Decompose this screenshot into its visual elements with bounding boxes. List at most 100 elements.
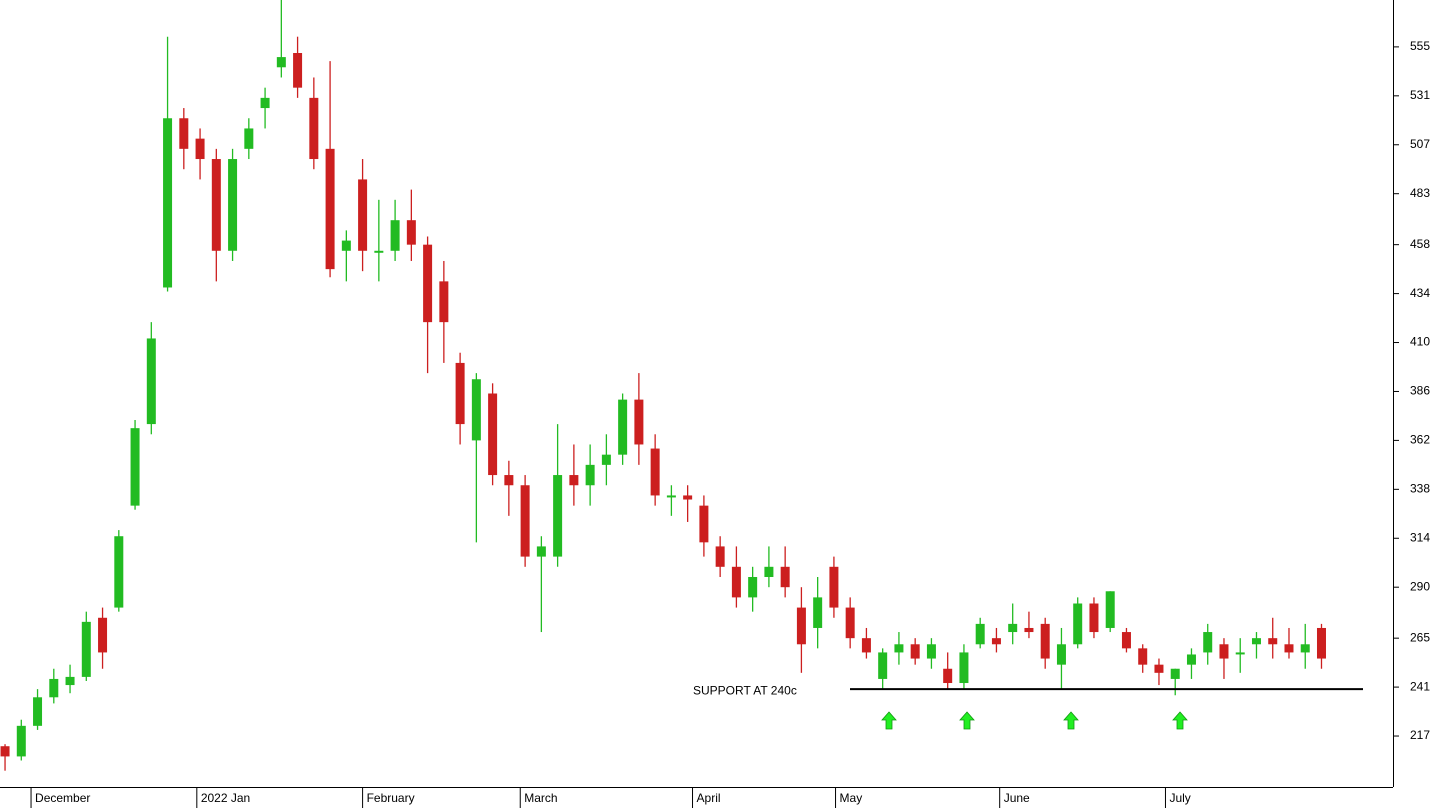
arrow xyxy=(881,711,897,730)
x-tick-label: June xyxy=(1004,791,1030,805)
candle-body xyxy=(65,676,75,686)
y-tick-label: 555 xyxy=(1410,39,1430,53)
y-tick-label: 338 xyxy=(1410,481,1430,495)
y-tick-label: 265 xyxy=(1410,630,1430,644)
y-tick-label: 217 xyxy=(1410,728,1430,742)
candle-body xyxy=(293,53,303,88)
candle-body xyxy=(618,399,628,455)
candle-body xyxy=(276,57,286,68)
candle-body xyxy=(341,240,351,251)
candle-body xyxy=(1235,652,1245,655)
candle-body xyxy=(1105,591,1115,628)
candle-body xyxy=(715,546,725,567)
candle-body xyxy=(910,644,920,659)
x-tick-label: March xyxy=(524,791,557,805)
candle-body xyxy=(1154,664,1164,673)
y-tick-label: 483 xyxy=(1410,186,1430,200)
candle-body xyxy=(894,644,904,653)
candle-body xyxy=(423,244,433,323)
candle-body xyxy=(455,362,465,425)
y-tick-label: 458 xyxy=(1410,237,1430,251)
candle-body xyxy=(81,621,91,677)
candle-body xyxy=(130,428,140,506)
candle-body xyxy=(406,220,416,245)
x-tick-label: December xyxy=(35,791,90,805)
candle-body xyxy=(813,597,823,628)
candle-body xyxy=(878,652,888,679)
candle-body xyxy=(829,566,839,608)
candle-body xyxy=(926,644,936,659)
candle-body xyxy=(1170,668,1180,679)
candle-body xyxy=(1121,632,1131,649)
candle-body xyxy=(699,505,709,543)
candle-body xyxy=(163,118,173,288)
y-tick-label: 531 xyxy=(1410,88,1430,102)
candle-body xyxy=(1203,632,1213,653)
candle-body xyxy=(1040,623,1050,659)
candle-body xyxy=(33,697,43,726)
candle-body xyxy=(195,138,205,160)
candle-body xyxy=(520,485,530,557)
candle-body xyxy=(260,97,270,109)
candle-body xyxy=(98,617,108,653)
candle-body xyxy=(504,475,514,486)
candle-body xyxy=(861,638,871,653)
y-tick-label: 241 xyxy=(1410,679,1430,693)
candle-body xyxy=(634,399,644,445)
annotation: SUPPORT AT 240c xyxy=(693,683,797,697)
candle-body xyxy=(211,159,221,251)
y-tick-label: 434 xyxy=(1410,286,1430,300)
y-tick-label: 362 xyxy=(1410,433,1430,447)
candle-body xyxy=(650,448,660,496)
x-tick-label: April xyxy=(697,791,721,805)
candle-body xyxy=(488,393,498,476)
arrow xyxy=(1063,711,1079,730)
candle-body xyxy=(471,379,481,441)
y-tick-label: 314 xyxy=(1410,530,1430,544)
candle-body xyxy=(959,652,969,684)
candle-body xyxy=(358,179,368,251)
candle-body xyxy=(179,118,189,149)
candle-body xyxy=(1300,644,1310,653)
candle-body xyxy=(1138,648,1148,665)
y-tick-label: 507 xyxy=(1410,137,1430,151)
candle-body xyxy=(1024,627,1034,633)
candle-body xyxy=(1251,638,1261,645)
candle-body xyxy=(975,623,985,645)
x-tick-label: February xyxy=(367,791,415,805)
candle-body xyxy=(764,566,774,577)
candle-body xyxy=(1056,644,1066,665)
candle-body xyxy=(943,668,953,684)
candle-body xyxy=(114,536,124,608)
candle-body xyxy=(536,546,546,557)
candle-body xyxy=(1186,654,1196,665)
candle-body xyxy=(244,128,254,149)
candle-body xyxy=(325,148,335,270)
y-tick-label: 290 xyxy=(1410,579,1430,593)
arrow xyxy=(959,711,975,730)
candle-body xyxy=(1219,644,1229,659)
candle-body xyxy=(666,495,676,498)
candle-body xyxy=(991,638,1001,645)
candle-body xyxy=(601,454,611,465)
candle-body xyxy=(845,607,855,639)
candle-body xyxy=(228,159,238,251)
candle-body xyxy=(16,725,26,757)
candle-body xyxy=(553,475,563,557)
candle-body xyxy=(1316,627,1326,659)
y-tick-label: 386 xyxy=(1410,384,1430,398)
candle-body xyxy=(796,607,806,645)
candle-body xyxy=(146,338,156,425)
candle-body xyxy=(1008,623,1018,633)
candle-body xyxy=(390,220,400,251)
candle-body xyxy=(569,475,579,486)
candle-body xyxy=(309,97,319,160)
candle-body xyxy=(374,250,384,253)
candle-body xyxy=(1284,644,1294,653)
x-tick-label: 2022 Jan xyxy=(201,791,250,805)
candle-body xyxy=(683,495,693,500)
candle-body xyxy=(49,678,59,698)
